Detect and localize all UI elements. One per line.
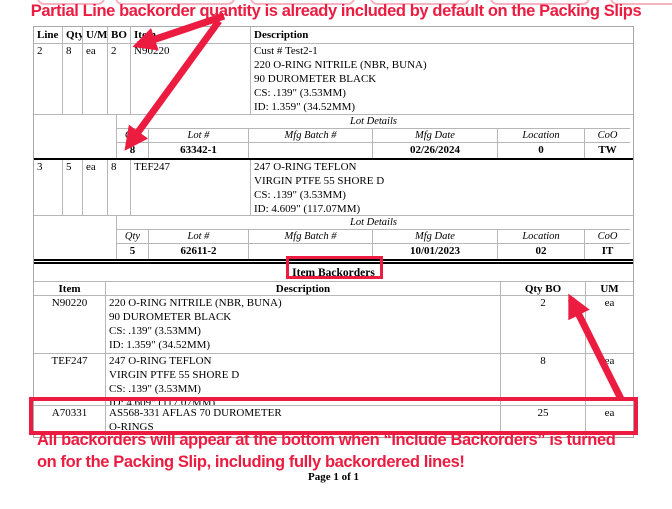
bo-col-item: Item	[34, 282, 106, 295]
lot-col-location: Location	[498, 230, 585, 243]
bo-item-code: TEF247	[34, 354, 106, 405]
lot-details-band-line3: Lot Details Qty Lot # Mfg Batch # Mfg Da…	[34, 215, 633, 259]
lot-col-mfg-date: Mfg Date	[373, 129, 498, 142]
qty-value: 8	[63, 44, 83, 114]
col-header-description: Description	[254, 29, 309, 41]
lot-details-header-row: Qty Lot # Mfg Batch # Mfg Date Location …	[117, 230, 630, 244]
backorders-section-divider	[34, 259, 633, 264]
lot-col-qty: Qty	[117, 129, 149, 142]
backorder-row: N90220 220 O-RING NITRILE (NBR, BUNA) 90…	[34, 296, 633, 354]
lot-mfg-date: 02/26/2024	[373, 143, 498, 158]
page-number: Page 1 of 1	[307, 471, 359, 483]
lot-col-coo: CoO	[597, 130, 618, 141]
backorders-title: Item Backorders	[34, 264, 633, 282]
bo-description: 247 O-RING TEFLON VIRGIN PTFE 55 SHORE D…	[106, 354, 501, 405]
bo-item-code: A70331	[34, 406, 106, 437]
lot-details-title: Lot Details	[117, 216, 630, 230]
lot-location: 02	[498, 244, 585, 259]
col-header-bo: BO	[108, 27, 131, 43]
line-number: 3	[34, 160, 63, 215]
cutoff-pill	[610, 0, 672, 5]
bo-um: ea	[604, 355, 615, 367]
lot-details-title: Lot Details	[117, 115, 630, 129]
bo-qty: 8	[501, 354, 586, 405]
item-description: 247 O-RING TEFLON VIRGIN PTFE 55 SHORE D…	[254, 161, 385, 215]
item-code: N90220	[131, 44, 251, 114]
lot-details-header-row: Qty Lot # Mfg Batch # Mfg Date Location …	[117, 129, 630, 143]
um-value: ea	[83, 160, 108, 215]
backorders-header-row: Item Description Qty BO UM	[34, 282, 633, 296]
lot-mfg-date: 10/01/2023	[373, 244, 498, 259]
lot-details-value-row: 8 63342-1 02/26/2024 0 TW	[117, 143, 630, 158]
lot-location: 0	[498, 143, 585, 158]
qty-value: 5	[63, 160, 83, 215]
bo-description: 220 O-RING NITRILE (NBR, BUNA) 90 DUROME…	[106, 296, 501, 353]
bo-value: 2	[108, 44, 131, 114]
lot-qty: 5	[117, 244, 149, 259]
line-item-row-3: 3 5 ea 8 TEF247 247 O-RING TEFLON VIRGIN…	[34, 160, 633, 215]
bo-col-um: UM	[600, 283, 619, 295]
lot-details-table: Lot Details Qty Lot # Mfg Batch # Mfg Da…	[116, 115, 630, 158]
packing-slip-document: Line Qty U/M BO Item Description 2 8 ea …	[33, 26, 634, 438]
annotation-bottom-note: All backorders will appear at the bottom…	[37, 431, 616, 471]
line-item-row-2: 2 8 ea 2 N90220 Cust # Test2-1 220 O-RIN…	[34, 44, 633, 114]
annotation-top-note: Partial Line backorder quantity is alrea…	[30, 2, 642, 20]
line-number: 2	[34, 44, 63, 114]
lot-number: 63342-1	[149, 143, 249, 158]
lot-number: 62611-2	[149, 244, 249, 259]
bo-value: 8	[108, 160, 131, 215]
bo-um: ea	[604, 297, 615, 309]
lot-spacer	[34, 216, 116, 259]
col-header-um: U/M	[83, 27, 108, 43]
lot-details-table: Lot Details Qty Lot # Mfg Batch # Mfg Da…	[116, 216, 630, 259]
lot-col-mfg-batch: Mfg Batch #	[249, 129, 373, 142]
backorder-row-fully-backordered: A70331 AS568-331 AFLAS 70 DUROMETER O-RI…	[34, 406, 633, 437]
lot-col-lotnum: Lot #	[149, 230, 249, 243]
um-value: ea	[83, 44, 108, 114]
lot-col-mfg-date: Mfg Date	[373, 230, 498, 243]
lot-col-coo: CoO	[597, 231, 618, 242]
lot-coo: TW	[598, 144, 617, 156]
lot-spacer	[34, 115, 116, 158]
col-header-item: Item	[131, 27, 251, 43]
item-code: TEF247	[131, 160, 251, 215]
lot-col-location: Location	[498, 129, 585, 142]
lot-details-band-line2: Lot Details Qty Lot # Mfg Batch # Mfg Da…	[34, 114, 633, 158]
col-header-line: Line	[34, 27, 63, 43]
lot-col-qty: Qty	[117, 230, 149, 243]
lot-coo: IT	[601, 245, 614, 257]
bo-um: ea	[604, 407, 615, 419]
bo-qty: 2	[501, 296, 586, 353]
bo-col-description: Description	[106, 282, 501, 295]
bo-col-qty-bo: Qty BO	[501, 282, 586, 295]
lot-mfg-batch	[249, 143, 373, 158]
lot-mfg-batch	[249, 244, 373, 259]
section-divider	[34, 158, 633, 160]
bo-item-code: N90220	[34, 296, 106, 353]
line-items-header-row: Line Qty U/M BO Item Description	[34, 27, 633, 44]
bo-description: AS568-331 AFLAS 70 DUROMETER O-RINGS	[106, 406, 501, 437]
item-description: Cust # Test2-1 220 O-RING NITRILE (NBR, …	[254, 45, 427, 113]
lot-qty: 8	[117, 143, 149, 158]
backorder-row: TEF247 247 O-RING TEFLON VIRGIN PTFE 55 …	[34, 354, 633, 406]
lot-col-lotnum: Lot #	[149, 129, 249, 142]
col-header-qty: Qty	[63, 27, 83, 43]
bo-qty: 25	[501, 406, 586, 437]
lot-col-mfg-batch: Mfg Batch #	[249, 230, 373, 243]
lot-details-value-row: 5 62611-2 10/01/2023 02 IT	[117, 244, 630, 259]
